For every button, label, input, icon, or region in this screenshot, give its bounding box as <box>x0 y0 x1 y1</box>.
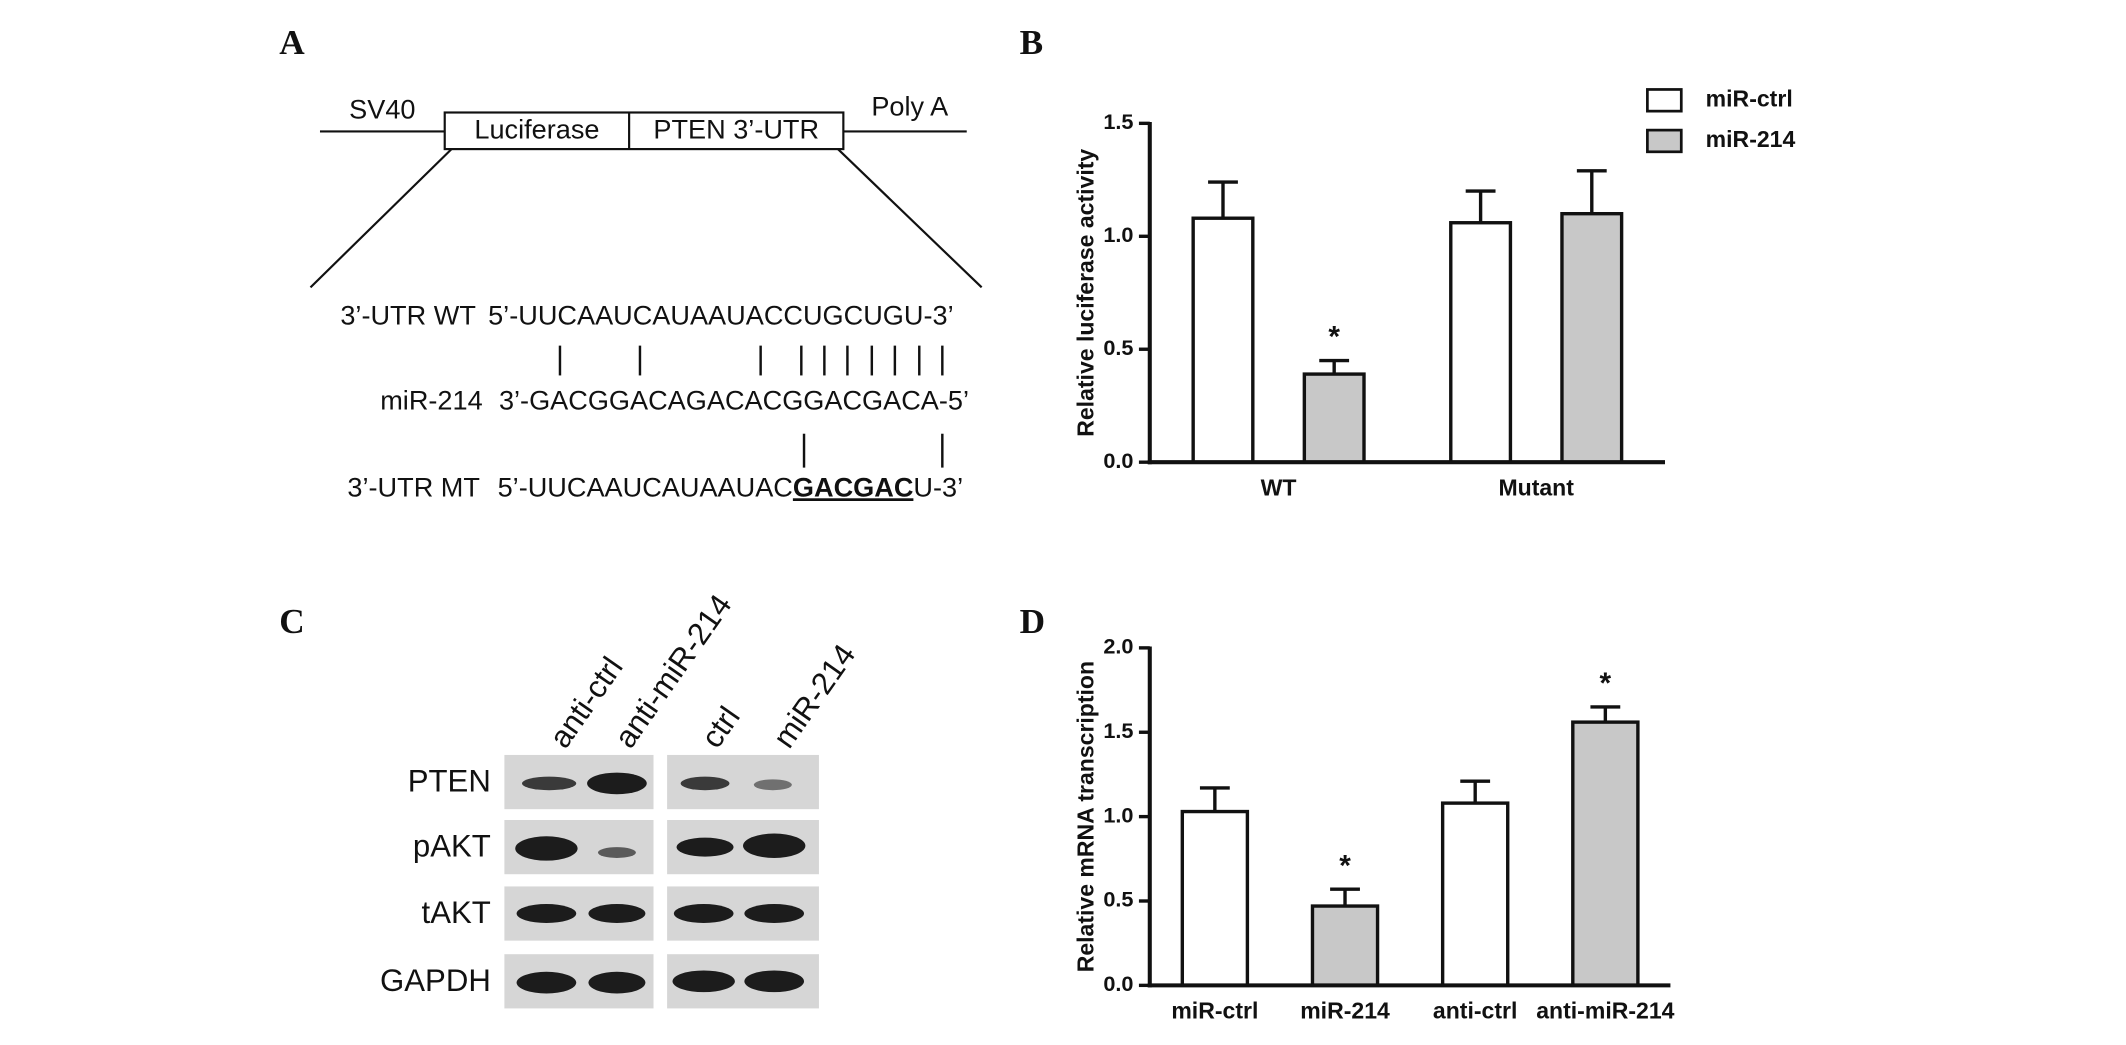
panel-label: D <box>1020 602 1045 641</box>
sequence-part: 5’-UUCAAUCAUAAUAC <box>498 471 793 502</box>
x-tick-label: WT <box>1261 474 1297 500</box>
x-tick-label: anti-ctrl <box>1433 998 1517 1024</box>
panel-label: B <box>1020 23 1044 62</box>
protein-label: PTEN <box>408 764 491 799</box>
sequence: 5’-UUCAAUCAUAAUACCUGCUGU-3’ <box>488 299 954 330</box>
bar <box>1302 372 1366 464</box>
sequence-label: miR-214 <box>380 385 482 416</box>
bar <box>1180 809 1250 988</box>
construct-label: PTEN 3’-UTR <box>653 114 819 145</box>
bar <box>1440 801 1510 988</box>
bar <box>1449 221 1513 464</box>
construct-diagram <box>309 111 983 289</box>
lane-label: ctrl <box>694 700 747 754</box>
bar <box>1191 216 1255 464</box>
sequence: 5’-UUCAAUCAUAAUACGACGACU-3’ <box>498 471 964 502</box>
legend-label: miR-ctrl <box>1706 85 1793 111</box>
construct-label: Poly A <box>871 91 949 122</box>
bar <box>1310 904 1380 988</box>
bar <box>1560 212 1624 464</box>
legend-label: miR-214 <box>1706 126 1796 152</box>
lane-label: miR-214 <box>766 638 862 754</box>
x-tick-label: miR-214 <box>1300 998 1390 1024</box>
sequence-label: 3’-UTR MT <box>347 471 480 502</box>
y-axis-label: Relative luciferase activity <box>1072 149 1098 437</box>
y-tick-label: 1.0 <box>1103 802 1133 827</box>
mutated-site: GACGAC <box>793 471 914 502</box>
y-tick-label: 0.5 <box>1103 335 1133 360</box>
significance-mark: * <box>1339 849 1351 882</box>
construct-label: Luciferase <box>474 114 599 145</box>
y-tick-label: 1.5 <box>1103 109 1133 134</box>
y-axis-label: Relative mRNA transcription <box>1072 661 1098 972</box>
legend-swatch <box>1646 128 1683 154</box>
construct-label: SV40 <box>349 93 415 124</box>
y-tick-label: 2.0 <box>1103 634 1133 659</box>
sequence: 3’-GACGGACAGACACGGACGACA-5’ <box>499 385 969 416</box>
sequence-part: U-3’ <box>913 471 963 502</box>
legend-swatch <box>1646 88 1683 113</box>
base-pairing <box>558 345 944 468</box>
x-tick-label: miR-ctrl <box>1171 998 1258 1024</box>
y-tick-label: 0.0 <box>1103 448 1133 473</box>
y-tick-label: 1.5 <box>1103 718 1133 743</box>
x-tick-label: anti-miR-214 <box>1536 998 1674 1024</box>
protein-label: pAKT <box>413 829 491 864</box>
y-tick-label: 0.5 <box>1103 887 1133 912</box>
protein-label: GAPDH <box>380 963 491 998</box>
panel-label: C <box>279 602 304 641</box>
sequence-label: 3’-UTR WT <box>340 299 476 330</box>
significance-mark: * <box>1328 321 1340 354</box>
y-tick-label: 1.0 <box>1103 222 1133 247</box>
significance-mark: * <box>1600 667 1612 700</box>
western-blot <box>504 754 819 1009</box>
panel-label: A <box>279 23 305 62</box>
protein-label: tAKT <box>422 895 491 930</box>
bar <box>1571 720 1640 988</box>
y-tick-label: 0.0 <box>1103 971 1133 996</box>
x-tick-label: Mutant <box>1498 474 1574 500</box>
